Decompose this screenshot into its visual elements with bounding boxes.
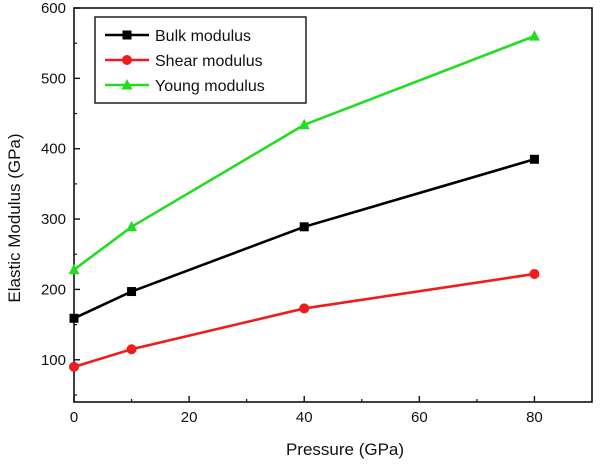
y-axis-label: Elastic Modulus (GPa) (5, 133, 24, 302)
series-shear-modulus (69, 268, 540, 372)
legend: Bulk modulus Shear modulus Young modulus (94, 16, 307, 104)
data-point (69, 313, 79, 323)
axes: 0 20 40 60 80 100 200 300 400 500 600 (41, 0, 593, 426)
legend-label: Shear modulus (155, 53, 263, 70)
legend-label: Young modulus (155, 78, 265, 95)
y-tick-label: 300 (41, 211, 66, 228)
data-point (127, 287, 137, 297)
data-point (299, 222, 309, 232)
legend-item: Shear modulus (105, 53, 263, 70)
legend-label: Bulk modulus (155, 28, 251, 45)
data-point (529, 268, 540, 279)
y-tick-label: 100 (41, 352, 66, 369)
data-point (529, 154, 539, 164)
data-point (126, 344, 137, 355)
legend-item: Bulk modulus (105, 28, 251, 45)
data-point (69, 361, 79, 372)
series-line (73, 34, 535, 271)
data-point (528, 30, 540, 41)
plot-frame (73, 7, 593, 403)
series-line (73, 272, 535, 369)
x-tick-label: 40 (296, 409, 313, 426)
series-young-modulus (68, 30, 540, 275)
y-tick-label: 400 (41, 141, 66, 158)
data-point (126, 220, 138, 232)
data-point (68, 263, 80, 275)
data-point (298, 118, 310, 130)
x-tick-label: 20 (181, 409, 198, 426)
series-line (73, 158, 535, 320)
series-bulk-modulus (69, 154, 539, 323)
legend-marker (122, 30, 132, 40)
series-layer (68, 30, 540, 372)
y-tick-label: 200 (41, 281, 66, 298)
x-axis-label: Pressure (GPa) (286, 440, 404, 459)
legend-marker (122, 55, 132, 65)
legend-marker (121, 79, 133, 90)
legend-item: Young modulus (105, 78, 265, 95)
y-tick-label: 500 (41, 70, 66, 87)
y-tick-label: 600 (41, 0, 66, 17)
x-tick-label: 80 (526, 409, 543, 426)
data-point (299, 303, 310, 314)
x-tick-label: 60 (411, 409, 428, 426)
x-tick-label: 0 (70, 409, 78, 426)
